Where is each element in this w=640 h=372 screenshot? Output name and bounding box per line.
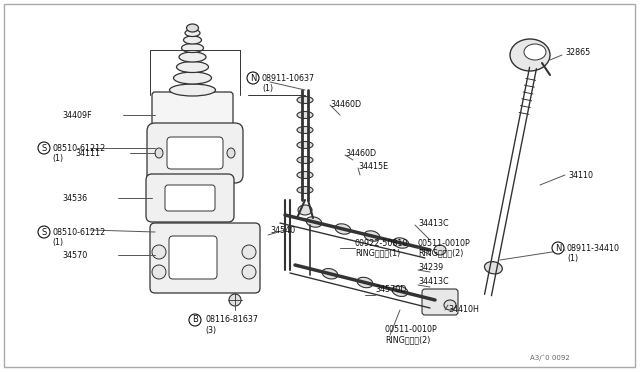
Text: 34460D: 34460D [330, 99, 361, 109]
Ellipse shape [185, 29, 200, 36]
Ellipse shape [306, 217, 322, 227]
FancyBboxPatch shape [167, 137, 223, 169]
Text: B: B [192, 315, 198, 324]
FancyBboxPatch shape [152, 92, 233, 153]
FancyBboxPatch shape [422, 289, 458, 315]
Ellipse shape [297, 141, 313, 148]
Text: S: S [42, 228, 47, 237]
Ellipse shape [184, 36, 202, 44]
Text: 34413C: 34413C [418, 278, 449, 286]
Text: (1): (1) [262, 83, 273, 93]
Text: (3): (3) [205, 326, 216, 334]
Ellipse shape [242, 265, 256, 279]
Text: RINGリング(2): RINGリング(2) [418, 248, 463, 257]
Text: 34410H: 34410H [448, 305, 479, 314]
Text: 34111: 34111 [75, 148, 100, 157]
Ellipse shape [186, 24, 198, 32]
Ellipse shape [297, 157, 313, 164]
Ellipse shape [297, 171, 313, 179]
Ellipse shape [364, 231, 380, 241]
FancyBboxPatch shape [146, 174, 234, 222]
Text: 32865: 32865 [565, 48, 590, 57]
Ellipse shape [393, 238, 409, 248]
Ellipse shape [155, 148, 163, 158]
Text: 00511-0010P: 00511-0010P [418, 238, 471, 247]
Ellipse shape [392, 286, 408, 296]
Ellipse shape [444, 300, 456, 310]
Text: 34570D: 34570D [375, 285, 406, 295]
Text: 34110: 34110 [568, 170, 593, 180]
Ellipse shape [524, 44, 546, 60]
Ellipse shape [297, 96, 313, 103]
Ellipse shape [227, 148, 235, 158]
Ellipse shape [322, 269, 338, 279]
Ellipse shape [242, 245, 256, 259]
Ellipse shape [179, 52, 206, 62]
Ellipse shape [357, 277, 373, 288]
Text: (1): (1) [52, 154, 63, 163]
Ellipse shape [173, 72, 211, 84]
Text: 34239: 34239 [418, 263, 444, 273]
Text: 00922-50810: 00922-50810 [355, 238, 408, 247]
Ellipse shape [298, 205, 312, 215]
Text: A3/ˆ0 0092: A3/ˆ0 0092 [530, 355, 570, 361]
Text: (1): (1) [567, 253, 578, 263]
FancyBboxPatch shape [165, 185, 215, 211]
Ellipse shape [152, 245, 166, 259]
Text: 34409F: 34409F [62, 110, 92, 119]
Text: 08510-61212: 08510-61212 [52, 144, 105, 153]
Ellipse shape [177, 61, 209, 73]
Ellipse shape [510, 39, 550, 71]
Ellipse shape [170, 84, 216, 96]
Ellipse shape [484, 262, 502, 274]
Text: 34415E: 34415E [358, 161, 388, 170]
Text: 08911-34410: 08911-34410 [567, 244, 620, 253]
Text: 08116-81637: 08116-81637 [205, 315, 258, 324]
FancyBboxPatch shape [150, 223, 260, 293]
Text: 08510-61212: 08510-61212 [52, 228, 105, 237]
Ellipse shape [335, 224, 351, 234]
Text: 34460D: 34460D [345, 148, 376, 157]
FancyBboxPatch shape [147, 123, 243, 183]
Ellipse shape [297, 112, 313, 119]
Text: 08911-10637: 08911-10637 [262, 74, 315, 83]
Ellipse shape [229, 294, 241, 306]
Ellipse shape [152, 265, 166, 279]
Text: RINGリング(1): RINGリング(1) [355, 248, 400, 257]
FancyBboxPatch shape [169, 236, 217, 279]
Text: 34540: 34540 [270, 225, 295, 234]
Ellipse shape [297, 126, 313, 134]
Text: 34570: 34570 [62, 250, 87, 260]
Ellipse shape [182, 44, 204, 52]
Ellipse shape [297, 186, 313, 193]
Text: 34536: 34536 [62, 193, 87, 202]
Text: 34413C: 34413C [418, 218, 449, 228]
Text: (1): (1) [52, 237, 63, 247]
Text: RINGリング(2): RINGリング(2) [385, 336, 430, 344]
Text: S: S [42, 144, 47, 153]
Text: N: N [555, 244, 561, 253]
Ellipse shape [434, 245, 446, 255]
Text: 00511-0010P: 00511-0010P [385, 326, 438, 334]
Text: N: N [250, 74, 256, 83]
